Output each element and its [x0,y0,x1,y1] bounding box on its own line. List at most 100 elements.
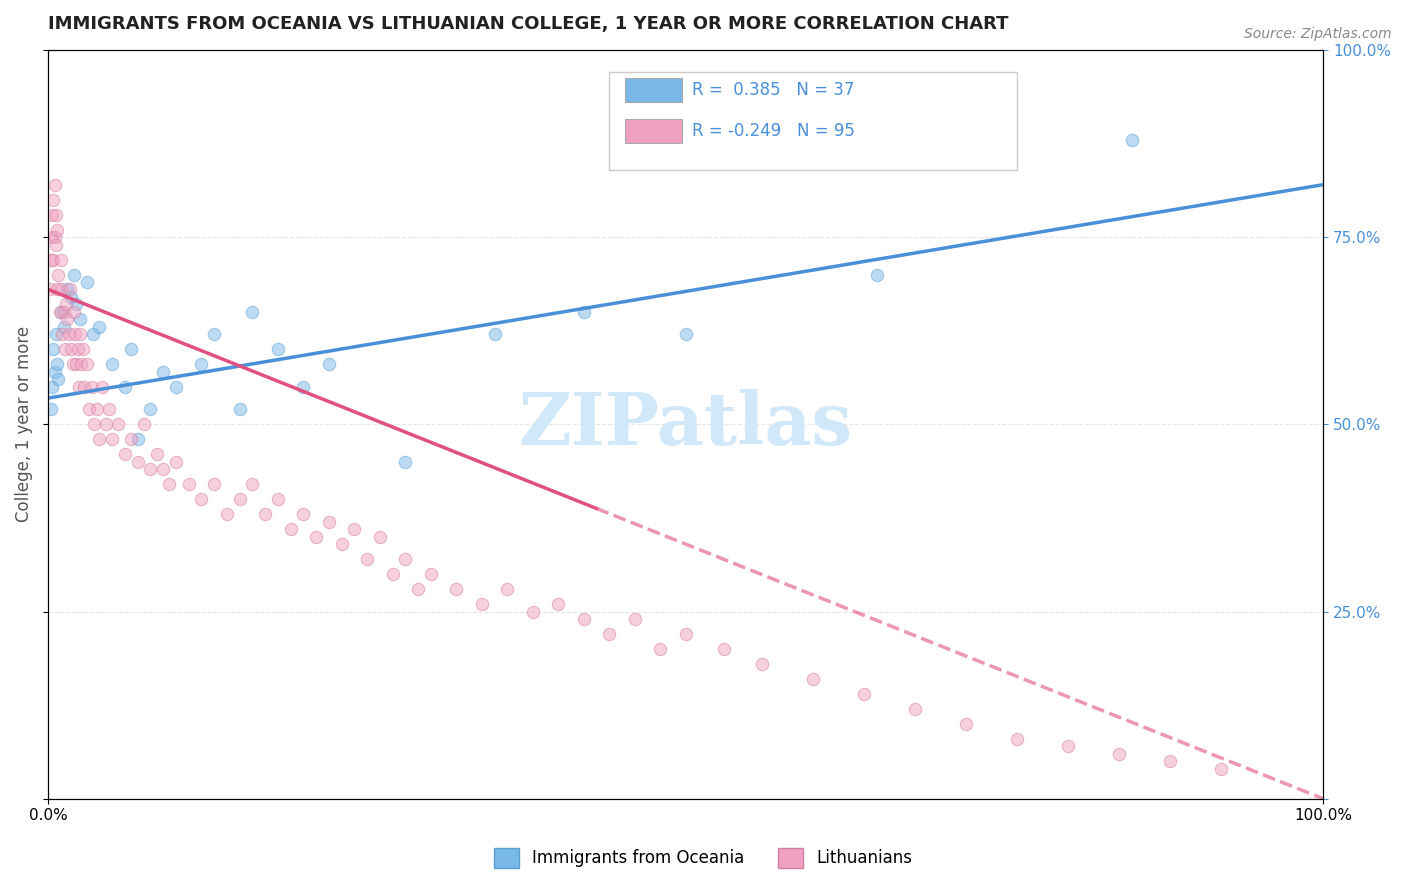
Point [177,477,200,491]
Point [49,283,72,297]
Point [58,327,80,342]
Point [107,417,129,432]
Point [44,230,66,244]
Point [484,327,506,342]
Point [45,208,67,222]
Point [45,327,67,342]
Point [152,462,174,476]
Point [62,305,84,319]
Point [39,402,62,417]
Point [49,252,72,267]
Point [77,402,100,417]
Point [98,402,121,417]
Point [650,642,672,657]
Point [120,432,142,446]
Point [120,343,142,357]
Point [89,432,111,446]
Point [62,268,84,282]
Point [318,515,340,529]
Point [44,365,66,379]
Point [114,380,136,394]
Point [228,492,250,507]
Point [267,492,290,507]
Point [42,252,65,267]
Point [53,343,76,357]
Point [60,290,83,304]
Point [572,305,595,319]
Point [65,297,87,311]
Point [394,552,416,566]
Point [89,320,111,334]
Point [853,687,876,701]
Point [51,327,73,342]
Point [446,582,468,596]
Point [41,230,63,244]
Point [547,597,569,611]
Point [62,357,84,371]
FancyBboxPatch shape [624,78,682,103]
Point [65,357,87,371]
Point [132,417,155,432]
Point [38,283,60,297]
Point [41,380,63,394]
Point [713,642,735,657]
Point [675,627,697,641]
Point [598,627,620,641]
Point [157,477,180,491]
Point [72,343,94,357]
Point [202,477,225,491]
Text: R = -0.249   N = 95: R = -0.249 N = 95 [692,122,855,140]
FancyBboxPatch shape [609,72,1018,169]
Point [59,283,82,297]
Point [471,597,494,611]
Point [82,327,104,342]
Point [46,283,69,297]
Text: IMMIGRANTS FROM OCEANIA VS LITHUANIAN COLLEGE, 1 YEAR OR MORE CORRELATION CHART: IMMIGRANTS FROM OCEANIA VS LITHUANIAN CO… [48,15,1008,33]
Point [1159,754,1181,768]
Point [623,612,645,626]
Point [46,222,69,236]
Point [496,582,519,596]
Point [394,455,416,469]
Point [56,283,79,297]
Point [139,462,162,476]
Point [1057,739,1080,754]
Point [48,372,70,386]
Point [48,305,70,319]
Point [675,327,697,342]
Point [572,612,595,626]
Point [1108,747,1130,761]
Point [80,380,103,394]
Point [240,477,263,491]
Point [76,357,98,371]
Point [292,507,315,521]
Point [215,507,238,521]
Point [45,237,67,252]
Point [280,522,302,536]
Point [955,717,977,731]
Point [56,312,79,326]
Point [63,327,86,342]
Point [228,402,250,417]
Point [44,178,66,192]
Point [381,567,404,582]
Point [145,447,167,461]
Point [330,537,353,551]
Point [292,380,315,394]
Point [46,357,69,371]
Y-axis label: College, 1 year or more: College, 1 year or more [15,326,32,523]
Point [42,343,65,357]
Point [240,305,263,319]
Point [90,380,112,394]
Point [305,530,328,544]
Point [69,327,91,342]
Point [253,507,276,521]
Point [318,357,340,371]
Point [70,357,93,371]
Point [165,380,187,394]
Point [419,567,441,582]
Point [343,522,366,536]
Point [801,672,824,686]
Point [55,297,77,311]
Point [267,343,290,357]
